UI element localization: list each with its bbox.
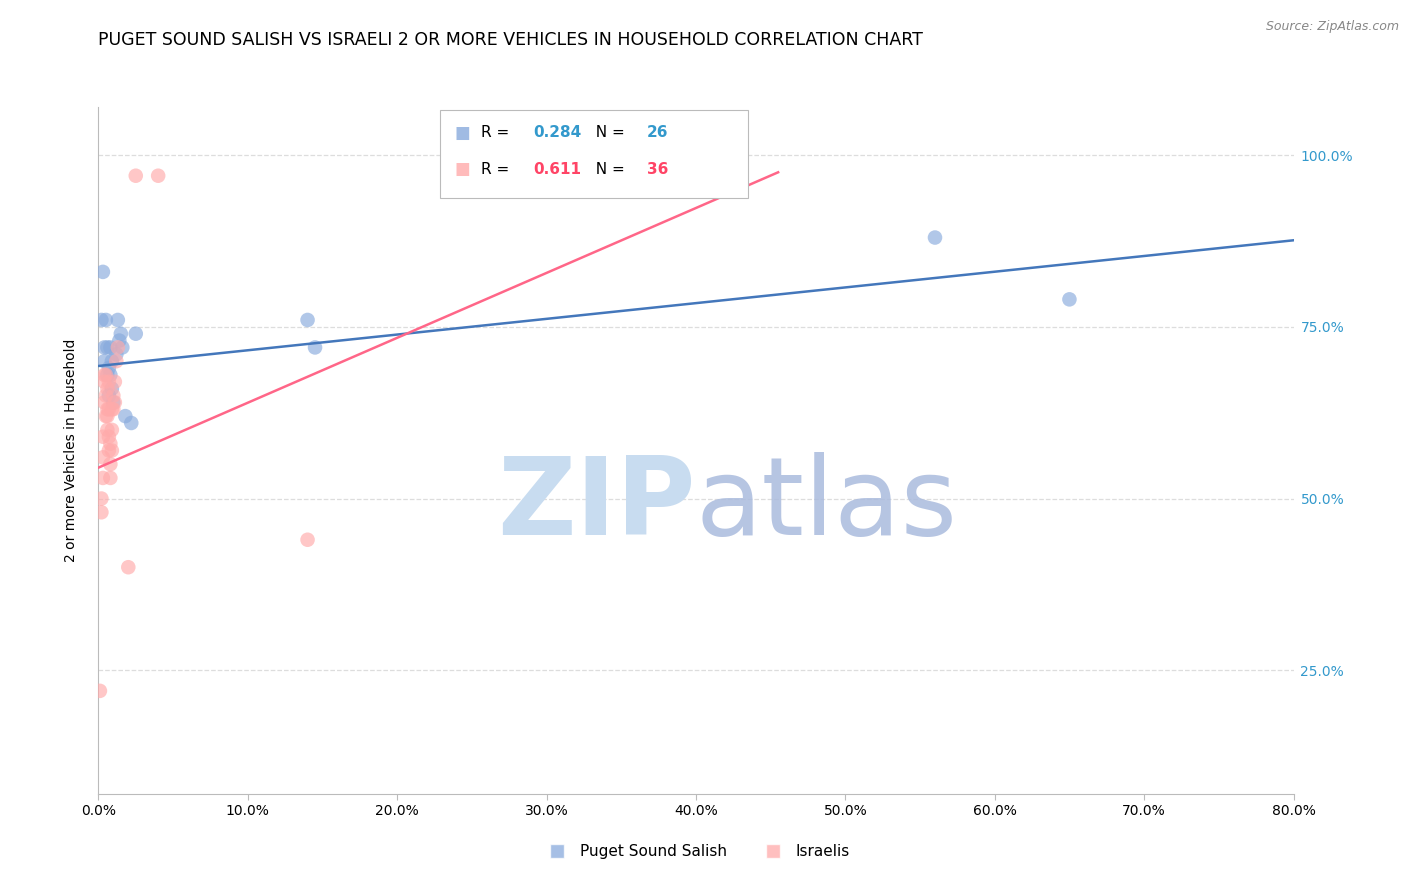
Text: ■: ■ xyxy=(454,124,470,142)
Point xyxy=(98,436,122,450)
Text: R =: R = xyxy=(481,162,519,177)
Point xyxy=(97,443,120,458)
Point xyxy=(93,354,115,368)
Point xyxy=(97,388,120,402)
Point xyxy=(96,382,118,396)
Point xyxy=(97,430,120,444)
Point xyxy=(97,375,120,389)
Point xyxy=(105,354,128,368)
Point xyxy=(93,368,115,382)
Point xyxy=(91,471,114,485)
Point xyxy=(94,388,117,402)
Point xyxy=(94,368,117,382)
Legend: Puget Sound Salish, Israelis: Puget Sound Salish, Israelis xyxy=(536,838,856,865)
Point xyxy=(98,471,122,485)
Text: Source: ZipAtlas.com: Source: ZipAtlas.com xyxy=(1265,20,1399,33)
Point xyxy=(98,340,122,354)
Point xyxy=(97,402,120,417)
Point xyxy=(93,340,115,354)
Text: 26: 26 xyxy=(647,126,668,140)
Point xyxy=(94,313,117,327)
Point xyxy=(125,326,148,341)
Point xyxy=(297,533,319,547)
Point xyxy=(91,430,114,444)
Text: atlas: atlas xyxy=(696,452,957,558)
Point xyxy=(94,409,117,424)
Text: ■: ■ xyxy=(454,161,470,178)
Point xyxy=(101,402,124,417)
Point xyxy=(120,416,142,430)
Text: 0.284: 0.284 xyxy=(533,126,581,140)
Point xyxy=(90,313,112,327)
Point xyxy=(107,340,129,354)
Point xyxy=(104,395,127,409)
Point xyxy=(297,313,319,327)
Point xyxy=(96,368,118,382)
Point xyxy=(304,340,326,354)
Point xyxy=(101,354,124,368)
Text: N =: N = xyxy=(586,162,630,177)
Point xyxy=(114,409,136,424)
Point xyxy=(89,683,111,698)
Point xyxy=(96,409,118,424)
Point xyxy=(91,265,114,279)
Point xyxy=(148,169,170,183)
Point xyxy=(103,402,125,417)
Point xyxy=(105,347,128,361)
Text: ZIP: ZIP xyxy=(498,452,696,558)
Point xyxy=(1059,293,1081,307)
Text: PUGET SOUND SALISH VS ISRAELI 2 OR MORE VEHICLES IN HOUSEHOLD CORRELATION CHART: PUGET SOUND SALISH VS ISRAELI 2 OR MORE … xyxy=(98,31,924,49)
Point xyxy=(96,340,118,354)
Point xyxy=(91,450,114,465)
Point xyxy=(110,326,132,341)
Point xyxy=(97,361,120,376)
Point xyxy=(93,395,115,409)
Point xyxy=(104,375,127,389)
Point xyxy=(101,423,124,437)
Point xyxy=(96,423,118,437)
Point xyxy=(924,230,946,244)
Point xyxy=(90,505,112,519)
Point xyxy=(111,340,134,354)
Point xyxy=(93,375,115,389)
Point xyxy=(103,395,125,409)
Point xyxy=(125,169,148,183)
Point xyxy=(117,560,139,574)
Point xyxy=(98,457,122,471)
Point xyxy=(98,368,122,382)
Point xyxy=(101,443,124,458)
Point xyxy=(108,334,131,348)
Text: 0.611: 0.611 xyxy=(533,162,581,177)
Point xyxy=(103,388,125,402)
Point xyxy=(96,402,118,417)
Text: 36: 36 xyxy=(647,162,668,177)
Text: N =: N = xyxy=(586,126,630,140)
Y-axis label: 2 or more Vehicles in Household: 2 or more Vehicles in Household xyxy=(63,339,77,562)
Point xyxy=(101,382,124,396)
Text: R =: R = xyxy=(481,126,515,140)
Point xyxy=(90,491,112,506)
Point xyxy=(107,313,129,327)
